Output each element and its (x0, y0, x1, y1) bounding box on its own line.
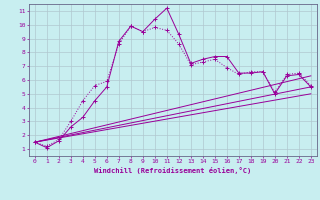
X-axis label: Windchill (Refroidissement éolien,°C): Windchill (Refroidissement éolien,°C) (94, 167, 252, 174)
